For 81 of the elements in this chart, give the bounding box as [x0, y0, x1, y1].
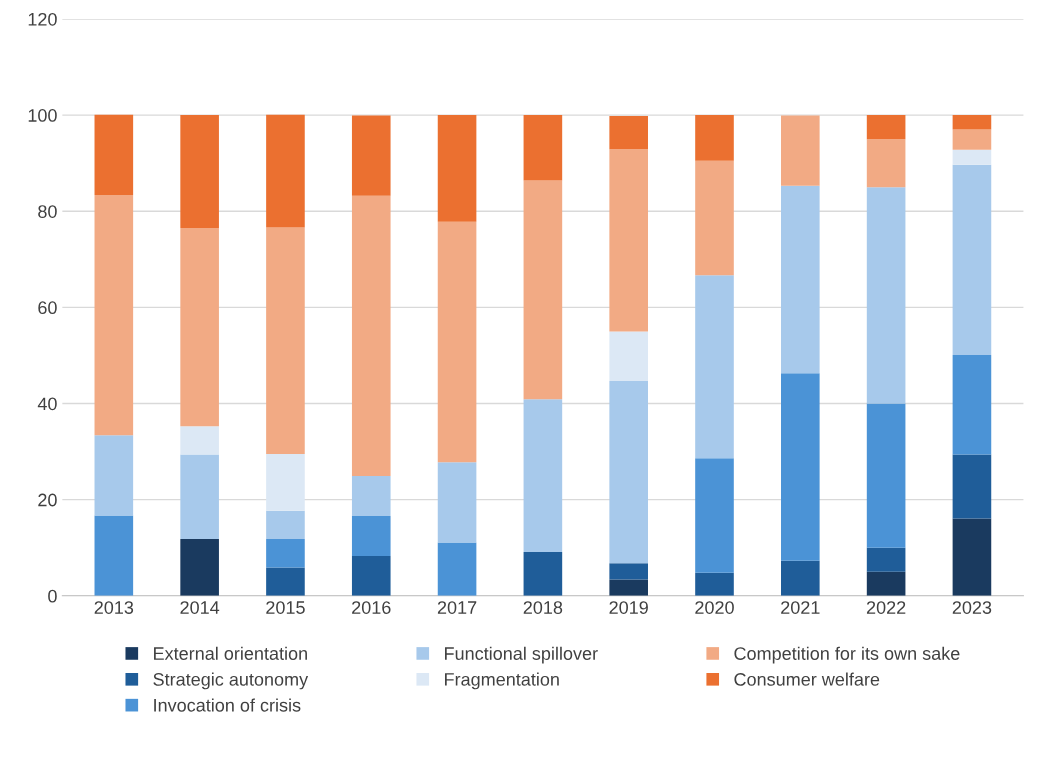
bar	[609, 563, 648, 580]
bar	[266, 114, 305, 228]
x-tick-label: 2013	[94, 601, 134, 614]
bar	[523, 115, 563, 181]
bar	[609, 331, 648, 381]
bar	[866, 187, 906, 404]
x-tick-label: 2022	[866, 601, 906, 614]
bar	[266, 510, 305, 540]
bar	[866, 115, 906, 140]
bar	[866, 571, 906, 596]
legend-label: Strategic autonomy	[153, 672, 309, 690]
bar	[351, 195, 391, 477]
legend-label: External orientation	[154, 646, 307, 660]
bar	[437, 542, 477, 596]
x-tick-label: 2021	[781, 601, 820, 614]
x-tick-label: 2016	[352, 601, 391, 614]
bar	[695, 275, 734, 459]
bar	[351, 476, 391, 517]
legend-label: Invocation of crisis	[154, 698, 301, 712]
bar	[437, 462, 477, 543]
bar	[351, 516, 391, 556]
bar	[266, 227, 305, 455]
bar	[781, 115, 820, 186]
x-tick-label: 2018	[523, 601, 563, 614]
bar	[781, 373, 820, 561]
x-tick-label: 2015	[266, 601, 305, 614]
bar	[94, 435, 134, 516]
bar	[180, 454, 219, 540]
bar	[523, 399, 563, 553]
bar	[266, 539, 305, 568]
legend-label: Competition for its own sake	[734, 646, 960, 664]
bar	[952, 454, 992, 519]
bar	[781, 185, 820, 374]
bar	[952, 164, 992, 355]
bar	[351, 555, 391, 596]
x-tick-label: 2017	[437, 601, 477, 614]
bar	[695, 160, 734, 276]
bar	[866, 403, 906, 548]
bar	[94, 515, 134, 596]
y-tick-label: 80	[38, 205, 57, 218]
y-tick-label: 20	[38, 493, 57, 507]
bar	[351, 115, 391, 196]
bar	[609, 579, 648, 596]
bar	[952, 129, 992, 150]
bar	[695, 572, 734, 596]
bar	[952, 115, 992, 130]
bar	[695, 458, 734, 573]
legend-label: Functional spillover	[445, 646, 598, 664]
bar	[781, 560, 820, 596]
bar	[266, 567, 305, 596]
bar	[695, 115, 734, 161]
legend-label: Fragmentation	[445, 672, 559, 690]
x-tick-label: 2019	[609, 601, 648, 614]
bar	[523, 552, 563, 596]
bar	[94, 194, 134, 436]
y-tick-label: 100	[28, 109, 57, 122]
y-tick-label: 0	[48, 589, 57, 603]
y-tick-label: 60	[38, 301, 57, 315]
x-tick-label: 2014	[180, 601, 220, 614]
x-tick-label: 2023	[952, 601, 992, 614]
y-tick-label: 40	[37, 397, 57, 411]
bar	[180, 539, 219, 596]
bar	[866, 547, 906, 572]
bar	[437, 115, 477, 222]
bar	[437, 221, 477, 463]
bar	[180, 426, 219, 455]
bar	[180, 115, 219, 229]
bar	[266, 454, 305, 511]
legend-label: Consumer welfare	[734, 672, 880, 686]
bar	[609, 149, 648, 332]
bar	[523, 180, 563, 400]
bar	[609, 380, 648, 564]
bar	[94, 114, 134, 195]
bar	[609, 116, 648, 150]
x-tick-label: 2020	[695, 601, 734, 614]
bar	[180, 228, 219, 427]
bar	[952, 354, 992, 455]
bar	[952, 518, 992, 596]
bar	[866, 139, 906, 188]
bar	[952, 149, 992, 165]
y-tick-label: 120	[28, 12, 57, 26]
